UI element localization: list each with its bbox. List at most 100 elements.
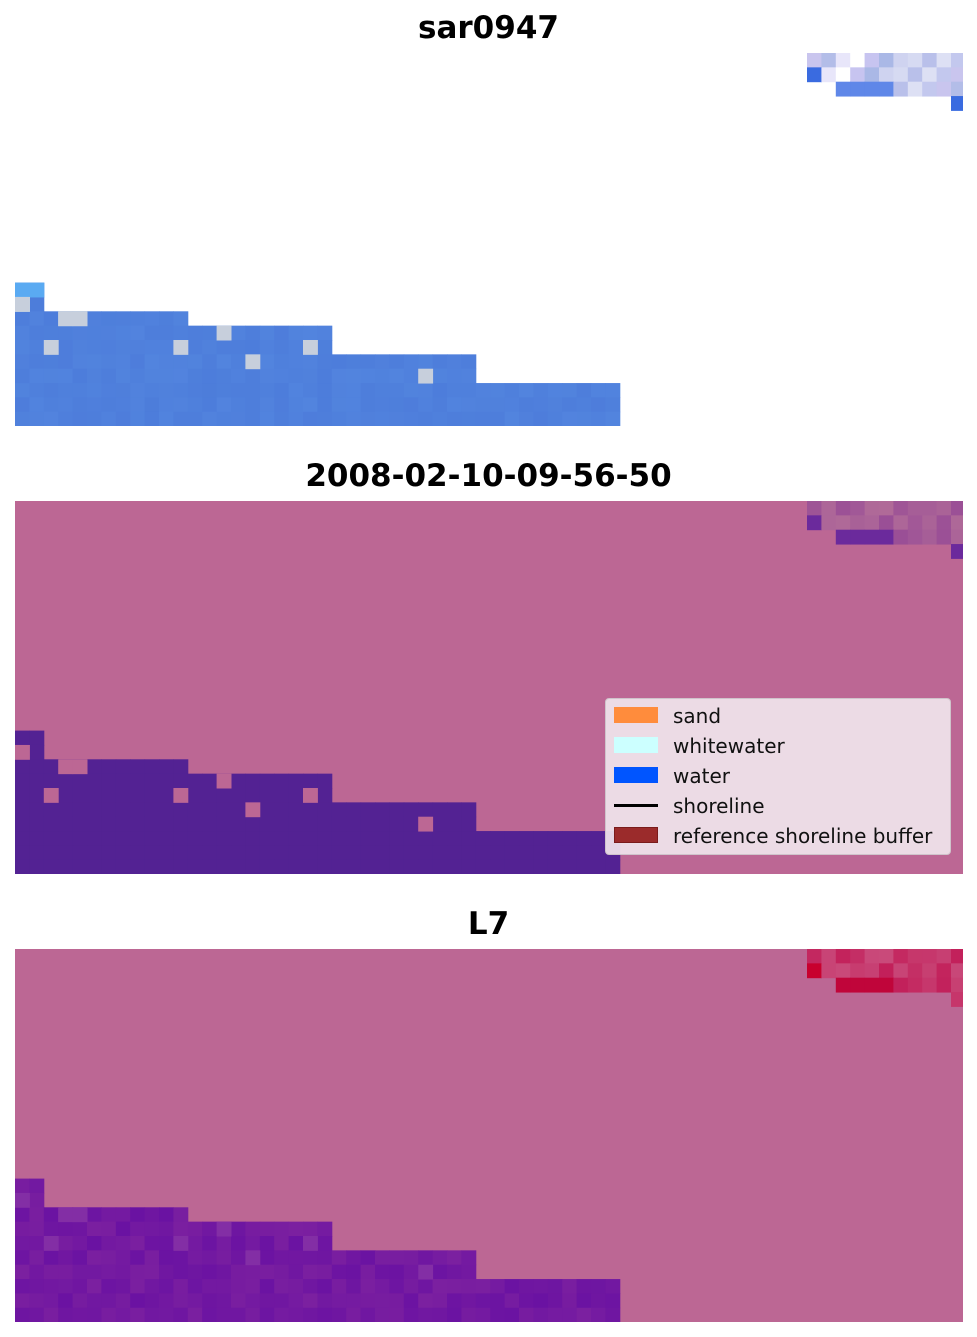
top-right-pixel xyxy=(907,529,923,545)
water-pixel xyxy=(29,1178,45,1194)
water-pixel xyxy=(29,311,45,327)
water-pixel xyxy=(576,1279,592,1294)
water-pixel xyxy=(130,1236,146,1251)
water-pixel xyxy=(115,411,131,426)
legend: sand whitewater water shoreline referenc… xyxy=(605,698,951,855)
water-pixel xyxy=(115,311,131,327)
water-pixel xyxy=(562,845,578,861)
speckle-pixel xyxy=(72,759,88,775)
water-pixel xyxy=(29,1236,45,1251)
water-pixel xyxy=(274,1250,290,1266)
speckle-pixel xyxy=(303,788,318,803)
water-pixel xyxy=(231,368,246,384)
water-pixel xyxy=(231,773,246,789)
whitewater-swatch xyxy=(614,737,658,753)
water-pixel xyxy=(87,816,102,832)
water-pixel xyxy=(58,1264,74,1280)
top-right-pixel xyxy=(864,515,880,531)
water-pixel xyxy=(317,1221,333,1237)
water-pixel xyxy=(274,1293,290,1309)
water-pixel xyxy=(87,859,102,874)
water-pixel xyxy=(317,411,333,426)
water-pixel xyxy=(418,1250,434,1266)
water-pixel xyxy=(562,1307,578,1322)
water-pixel xyxy=(403,1293,419,1309)
water-pixel xyxy=(288,1221,304,1237)
water-pixel xyxy=(547,383,563,398)
legend-label-shoreline: shoreline xyxy=(673,794,765,818)
top-right-pixel xyxy=(835,529,851,545)
reference-buffer-swatch xyxy=(614,827,658,843)
top-right-pixel xyxy=(821,963,837,979)
top-right-pixel xyxy=(850,67,866,83)
top-right-pixel xyxy=(951,96,963,111)
water-pixel xyxy=(115,325,131,341)
water-pixel xyxy=(216,368,232,384)
water-pixel xyxy=(130,831,146,846)
water-pixel xyxy=(15,816,30,832)
water-pixel xyxy=(101,383,117,398)
water-pixel xyxy=(375,859,390,874)
water-pixel xyxy=(533,411,549,426)
water-pixel xyxy=(231,411,246,426)
water-pixel xyxy=(29,773,45,789)
water-pixel xyxy=(101,816,117,832)
mndwi-raster xyxy=(15,949,963,1322)
top-right-pixel xyxy=(850,501,866,516)
top-right-pixel xyxy=(864,67,880,83)
water-pixel xyxy=(216,411,232,426)
water-pixel xyxy=(216,831,232,846)
water-pixel xyxy=(317,397,333,413)
water-pixel xyxy=(87,1221,102,1237)
water-pixel xyxy=(274,1236,290,1251)
water-pixel xyxy=(317,1250,333,1266)
water-pixel xyxy=(274,1307,290,1322)
top-right-pixel xyxy=(907,67,923,83)
water-pixel xyxy=(317,354,333,370)
water-pixel xyxy=(317,845,333,861)
water-pixel xyxy=(490,397,506,413)
water-pixel xyxy=(591,859,606,874)
water-pixel xyxy=(231,1236,246,1251)
top-right-pixel xyxy=(879,53,894,68)
water-pixel xyxy=(87,773,102,789)
speckle-pixel xyxy=(418,816,434,832)
water-pixel xyxy=(403,831,419,846)
water-pixel xyxy=(29,816,45,832)
water-pixel xyxy=(187,831,203,846)
water-pixel xyxy=(591,397,606,413)
water-pixel xyxy=(576,831,592,846)
top-right-pixel xyxy=(879,977,894,993)
top-right-pixel xyxy=(907,949,923,964)
water-pixel xyxy=(87,831,102,846)
water-pixel xyxy=(202,397,218,413)
water-pixel xyxy=(43,1250,59,1266)
water-pixel xyxy=(15,730,30,746)
top-right-pixel xyxy=(922,67,938,83)
water-pixel xyxy=(159,383,174,398)
water-pixel xyxy=(288,354,304,370)
top-right-pixel xyxy=(893,81,909,97)
water-pixel xyxy=(202,1293,218,1309)
water-pixel xyxy=(216,845,232,861)
water-pixel xyxy=(159,802,174,818)
water-pixel xyxy=(101,1293,117,1309)
water-pixel xyxy=(490,1307,506,1322)
water-pixel xyxy=(259,845,275,861)
water-pixel xyxy=(432,1250,448,1266)
water-pixel xyxy=(87,1264,102,1280)
water-pixel xyxy=(43,325,59,341)
water-pixel xyxy=(288,831,304,846)
water-pixel xyxy=(130,816,146,832)
water-pixel xyxy=(130,1250,146,1266)
water-pixel xyxy=(432,368,448,384)
water-pixel xyxy=(101,859,117,874)
water-pixel xyxy=(303,1307,318,1322)
water-pixel xyxy=(533,845,549,861)
water-pixel xyxy=(101,411,117,426)
water-pixel xyxy=(72,325,88,341)
water-pixel xyxy=(461,368,477,384)
water-pixel xyxy=(29,354,45,370)
water-pixel xyxy=(202,788,218,803)
water-pixel xyxy=(274,340,290,355)
